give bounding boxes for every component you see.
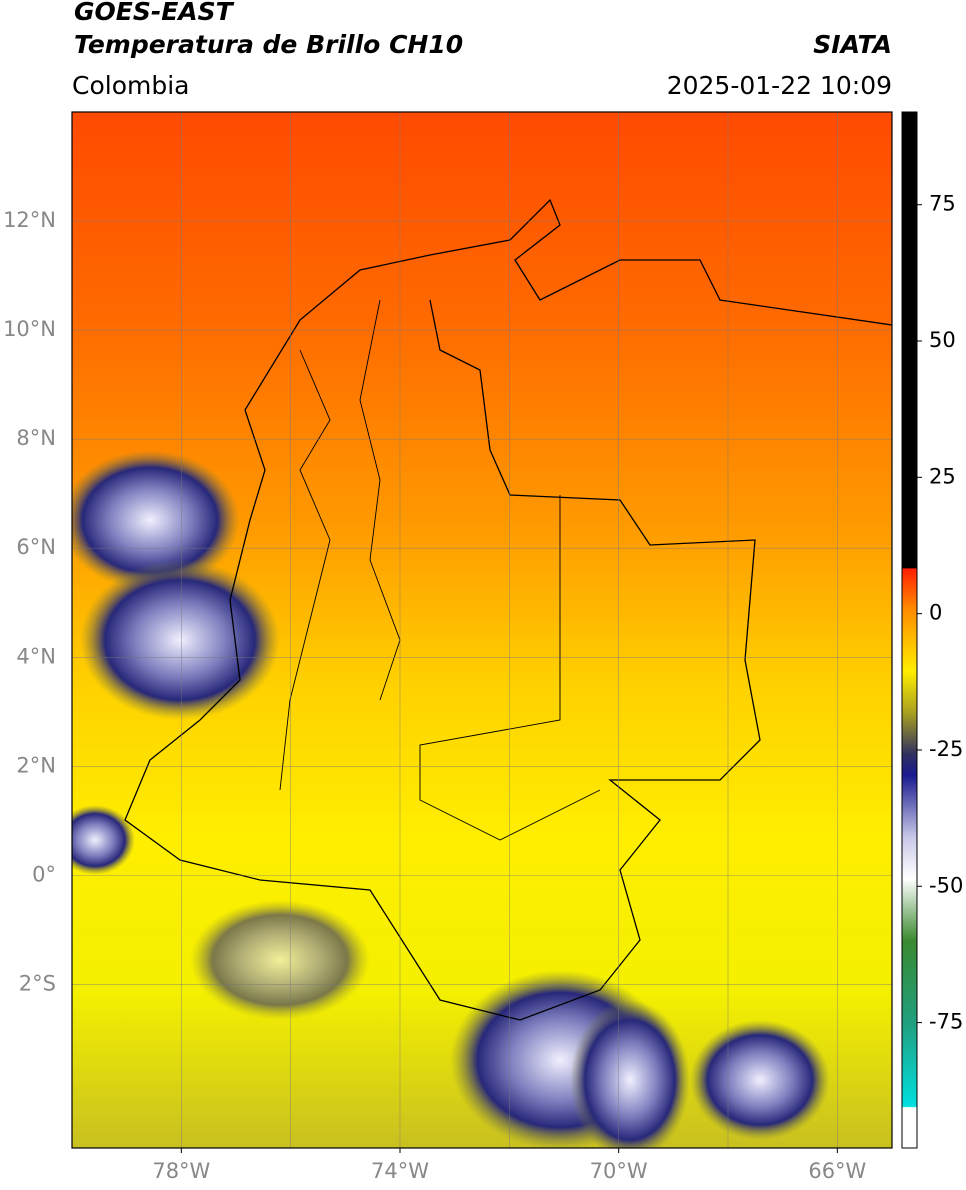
x-tick-label: 66°W [808,1159,866,1183]
y-tick-label: 4°N [16,644,56,668]
coastline [124,198,892,1021]
cloud [690,1020,830,1140]
datetime: 2025-01-22 10:09 [667,71,892,100]
y-tick-label: 10°N [3,317,56,341]
subtitle: Temperatura de Brillo CH10 [74,30,463,59]
colorbar-tick-label: -75 [929,1010,963,1034]
colorbar-tick-label: -50 [929,873,963,897]
y-tick-label: 0° [32,862,56,886]
colorbar [901,111,918,1149]
map-image [72,112,892,1148]
map-frame [71,111,893,1149]
colorbar-tick-label: 50 [929,328,956,352]
colorbar-tick-label: 25 [929,464,956,488]
y-tick-label: 6°N [16,535,56,559]
y-tick-label: 2°S [19,971,56,995]
y-tick-label: 12°N [3,208,56,232]
cloud [72,450,240,590]
cloud [190,900,370,1020]
boundary [279,299,601,841]
x-tick-label: 70°W [590,1159,648,1183]
y-tick-label: 8°N [16,426,56,450]
colorbar-tick-label: -25 [929,737,963,761]
x-tick-label: 78°W [152,1159,210,1183]
cloud [570,1000,690,1148]
cloud [72,805,135,875]
source: SIATA [813,30,892,59]
y-tick-label: 2°N [16,753,56,777]
colorbar-tick-label: 0 [929,601,942,625]
cloud [80,560,280,720]
colorbar-tick-label: 75 [929,192,956,216]
x-tick-label: 74°W [371,1159,429,1183]
region: Colombia [72,71,189,100]
title: GOES-EAST [74,0,235,26]
grid [72,112,892,1148]
